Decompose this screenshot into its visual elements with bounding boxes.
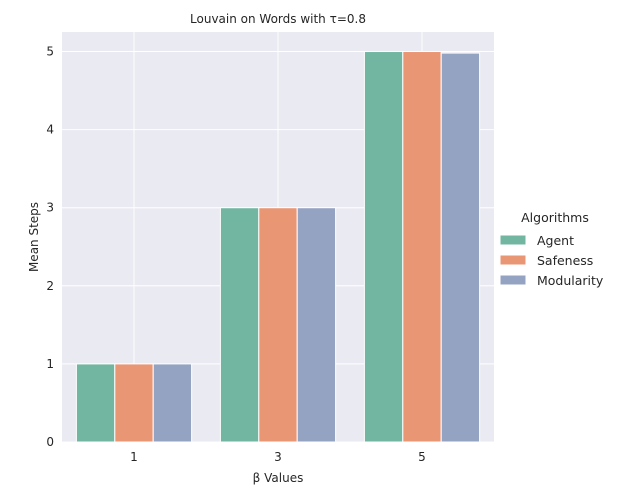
legend-label-safeness: Safeness	[537, 253, 593, 268]
x-tick-label: 5	[418, 450, 426, 464]
bar-safeness	[114, 363, 154, 443]
chart-title: Louvain on Words with τ=0.8	[190, 12, 366, 26]
bar-modularity	[440, 52, 481, 443]
bars	[75, 51, 481, 443]
y-tick-label: 3	[46, 201, 54, 215]
bar-agent	[363, 51, 404, 443]
y-tick-label: 0	[46, 435, 54, 449]
bar-agent	[219, 207, 260, 443]
legend: Algorithms Agent Safeness Modularity	[499, 210, 604, 288]
legend-swatch-agent	[499, 234, 527, 246]
y-tick-label: 4	[46, 123, 54, 137]
bar-modularity	[152, 363, 193, 443]
x-tick-label: 1	[130, 450, 138, 464]
bar-safeness	[258, 207, 298, 443]
legend-label-agent: Agent	[537, 233, 574, 248]
x-axis-ticks: 1 3 5	[130, 450, 426, 464]
bar-modularity	[296, 207, 337, 443]
y-tick-label: 1	[46, 357, 54, 371]
y-axis-ticks: 0 1 2 3 4 5	[46, 45, 54, 449]
legend-title: Algorithms	[521, 210, 589, 225]
y-axis-label: Mean Steps	[27, 202, 41, 272]
bar-agent	[75, 363, 116, 443]
x-tick-label: 3	[274, 450, 282, 464]
y-tick-label: 2	[46, 279, 54, 293]
y-tick-label: 5	[46, 45, 54, 59]
bar-safeness	[402, 51, 442, 443]
legend-swatch-safeness	[499, 254, 527, 266]
x-axis-label: β Values	[253, 471, 304, 485]
legend-label-modularity: Modularity	[537, 273, 604, 288]
legend-swatch-modularity	[499, 274, 527, 286]
